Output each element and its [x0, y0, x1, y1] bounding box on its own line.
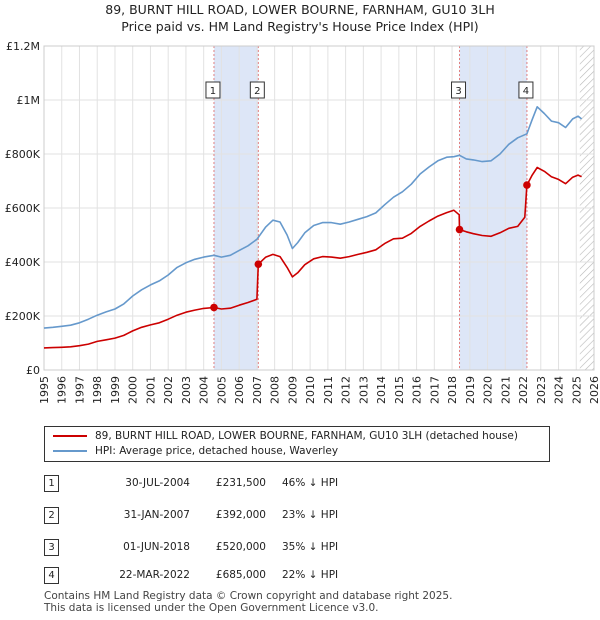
row-number-badge: 4: [44, 567, 59, 584]
sale-point: [210, 303, 218, 312]
y-tick-label: £1M: [17, 94, 41, 107]
legend-swatch-property: [53, 435, 87, 437]
legend: 89, BURNT HILL ROAD, LOWER BOURNE, FARNH…: [44, 426, 550, 462]
x-tick-label: 2010: [304, 376, 317, 404]
row-price: £231,500: [215, 477, 266, 489]
x-tick-label: 2021: [499, 376, 512, 404]
sale-label-box: [451, 81, 467, 99]
x-tick-label: 2025: [570, 376, 583, 404]
legend-item-hpi: HPI: Average price, detached house, Wave…: [53, 445, 338, 457]
price-chart: 1 2 3 4 £0 £200K £400K £600K £800K £1M £1.2M 1995 19…: [5, 40, 600, 404]
x-tick-label: 2015: [393, 376, 406, 404]
table-row: 1 30-JUL-2004 £231,500 46% ↓ HPI: [0, 475, 600, 495]
row-hpi-diff: 22% ↓ HPI: [282, 569, 339, 581]
sale-label: 3: [455, 86, 461, 97]
y-tick-label: £800K: [5, 148, 41, 161]
x-tick-label: 1995: [38, 376, 51, 404]
row-number-badge: 3: [44, 539, 59, 556]
hpi-line: [43, 106, 583, 329]
x-tick-label: 2023: [535, 376, 548, 404]
x-tick-label: 2004: [198, 376, 211, 404]
sale-label: 4: [523, 86, 529, 97]
x-tick-label: 2000: [127, 376, 140, 404]
chart-title: 89, BURNT HILL ROAD, LOWER BOURNE, FARNH…: [105, 2, 495, 17]
x-tick-label: 1999: [109, 376, 122, 404]
y-tick-label: £600K: [5, 202, 41, 215]
row-hpi-diff: 23% ↓ HPI: [282, 509, 339, 521]
legend-label-property: 89, BURNT HILL ROAD, LOWER BOURNE, FARNH…: [95, 430, 518, 442]
x-tick-label: 2016: [411, 376, 424, 404]
x-tick-label: 1997: [73, 376, 86, 404]
row-number-badge: 1: [44, 475, 59, 492]
row-number-badge: 2: [44, 507, 59, 524]
x-tick-label: 2011: [322, 376, 335, 404]
row-price: £685,000: [215, 569, 266, 581]
x-tick-label: 1998: [91, 376, 104, 404]
plot-frame: [43, 45, 595, 371]
x-tick-label: 2026: [588, 376, 600, 404]
x-tick-label: 2020: [482, 376, 495, 404]
row-hpi-diff: 46% ↓ HPI: [282, 477, 339, 489]
y-tick-label: £1.2M: [6, 40, 40, 53]
row-date: 22-MAR-2022: [119, 569, 190, 581]
x-tick-label: 2013: [357, 376, 370, 404]
x-tick-label: 2009: [286, 376, 299, 404]
x-tick-label: 2002: [162, 376, 175, 404]
sale-point: [254, 260, 263, 268]
y-tick-label: £0: [26, 364, 40, 377]
table-row: 4 22-MAR-2022 £685,000 22% ↓ HPI: [0, 567, 600, 587]
row-price: £520,000: [215, 541, 266, 553]
x-tick-label: 2001: [144, 376, 157, 404]
x-tick-label: 2005: [215, 376, 228, 404]
x-tick-label: 2008: [269, 376, 282, 404]
x-tick-label: 2014: [375, 376, 388, 404]
table-row: 3 01-JUN-2018 £520,000 35% ↓ HPI: [0, 539, 600, 559]
x-tick-label: 2006: [233, 376, 246, 404]
legend-label-hpi: HPI: Average price, detached house, Wave…: [95, 445, 339, 457]
legend-swatch-hpi: [53, 450, 87, 452]
row-date: 30-JUL-2004: [125, 477, 190, 489]
y-tick-label: £200K: [5, 310, 41, 323]
sale-label-box: [249, 81, 265, 99]
footer-copyright: Contains HM Land Registry data © Crown c…: [44, 590, 453, 602]
x-tick-label: 2017: [428, 376, 441, 404]
x-tick-label: 1996: [56, 376, 69, 404]
row-date: 01-JUN-2018: [123, 541, 190, 553]
x-tick-label: 2007: [251, 376, 264, 404]
row-price: £392,000: [215, 509, 266, 521]
property-line: [43, 166, 582, 349]
x-tick-label: 2018: [446, 376, 459, 404]
sale-label-box: [205, 81, 221, 99]
chart-subtitle: Price paid vs. HM Land Registry's House …: [121, 19, 479, 34]
y-tick-label: £400K: [5, 256, 41, 269]
footer-licence: This data is licensed under the Open Gov…: [44, 602, 379, 614]
sale-point: [455, 225, 464, 234]
x-tick-label: 2019: [464, 376, 477, 404]
sale-label: 2: [254, 86, 260, 97]
x-tick-label: 2022: [517, 376, 530, 404]
x-tick-label: 2003: [180, 376, 193, 404]
row-hpi-diff: 35% ↓ HPI: [282, 541, 339, 553]
x-tick-label: 2024: [553, 376, 566, 404]
row-date: 31-JAN-2007: [123, 509, 190, 521]
sale-point: [523, 181, 531, 189]
x-tick-label: 2012: [340, 376, 353, 404]
table-row: 2 31-JAN-2007 £392,000 23% ↓ HPI: [0, 507, 600, 527]
legend-item-property: 89, BURNT HILL ROAD, LOWER BOURNE, FARNH…: [53, 430, 518, 442]
sale-label: 1: [210, 86, 216, 97]
sale-label-box: [518, 81, 534, 99]
